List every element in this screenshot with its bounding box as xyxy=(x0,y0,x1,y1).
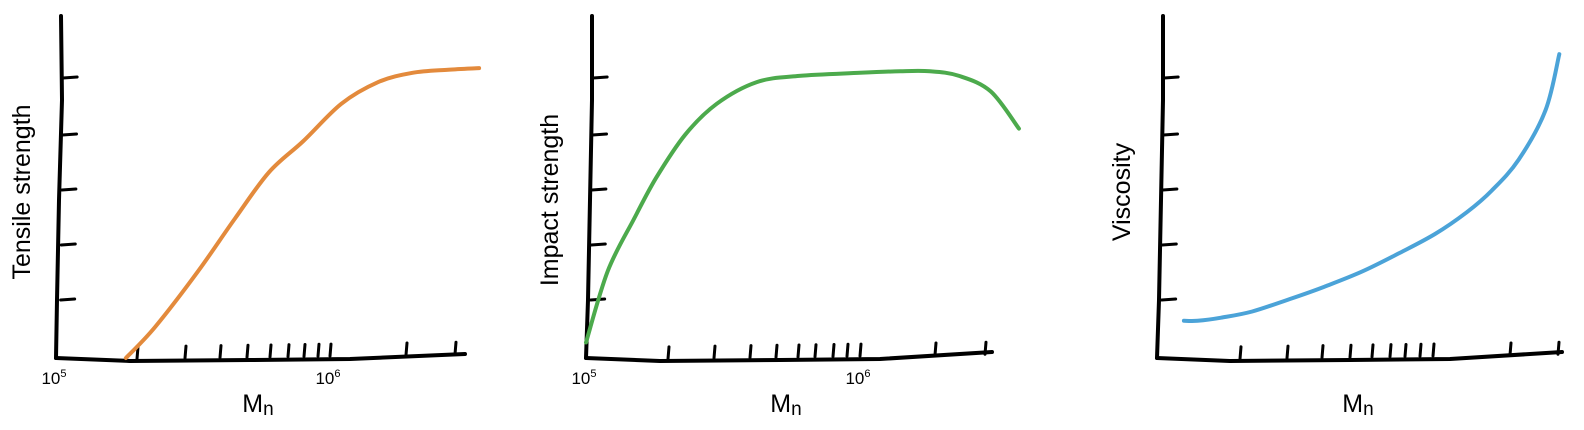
x-tick xyxy=(933,341,938,357)
chart-panel-viscosity: MnMn Viscosity xyxy=(1108,14,1564,420)
x-axis-title-sub: n xyxy=(263,399,274,420)
x-tick xyxy=(135,345,140,361)
y-ticks xyxy=(59,75,79,302)
y-tick xyxy=(1160,297,1178,302)
x-axis-title: MnMn xyxy=(1342,390,1373,420)
x-axis-title-m: M xyxy=(1342,390,1363,418)
x-axis-line xyxy=(54,352,467,363)
y-tick xyxy=(60,187,78,192)
x-tick xyxy=(1238,345,1243,361)
y-axis-line xyxy=(54,14,64,360)
series-group xyxy=(123,66,482,360)
x-tick-label-exp: 5 xyxy=(60,368,66,380)
x-axis-title: MnMn xyxy=(770,390,801,420)
x-tick-label-exp: 6 xyxy=(864,368,870,380)
x-axis-line xyxy=(1155,350,1564,363)
x-tick-label-exp: 6 xyxy=(334,368,340,380)
series-line xyxy=(123,66,482,360)
y-axis-line xyxy=(1155,14,1165,360)
x-tick-label-base: 10 xyxy=(571,369,590,388)
series-group xyxy=(584,68,1021,345)
x-tick xyxy=(1403,342,1408,358)
x-axis-line xyxy=(584,350,994,363)
x-tick-label: 105 xyxy=(41,368,66,388)
y-tick xyxy=(589,242,607,247)
y-tick xyxy=(1161,187,1179,192)
series-group xyxy=(1181,52,1562,324)
x-ticks xyxy=(135,340,458,361)
x-axis-title-sub: n xyxy=(791,399,802,420)
x-tick xyxy=(712,344,717,360)
x-tick xyxy=(1431,342,1436,358)
x-tick xyxy=(748,344,753,360)
y-tick xyxy=(59,297,77,302)
x-tick-labels: 105 106 xyxy=(41,368,340,388)
x-tick xyxy=(404,341,409,357)
y-tick xyxy=(59,242,77,247)
x-tick xyxy=(218,344,223,360)
y-tick xyxy=(1160,242,1178,247)
x-tick xyxy=(286,343,291,359)
y-axis-title: Viscosity xyxy=(1108,142,1136,241)
x-tick xyxy=(796,343,801,359)
x-axis-title-sub: n xyxy=(1363,399,1374,420)
x-tick xyxy=(1418,342,1423,358)
x-tick-label-base: 10 xyxy=(315,369,334,388)
x-ticks xyxy=(666,340,988,361)
y-tick xyxy=(590,132,608,137)
x-tick-label-base: 10 xyxy=(41,369,60,388)
x-tick xyxy=(1388,343,1393,359)
y-tick xyxy=(1161,132,1179,137)
x-tick-label-base: 10 xyxy=(845,369,864,388)
x-tick-label: 105 xyxy=(571,368,596,388)
x-tick xyxy=(328,342,333,358)
x-tick-label: 106 xyxy=(315,368,340,388)
x-tick xyxy=(858,342,863,358)
x-axis-title: MnMn xyxy=(242,390,273,420)
x-tick xyxy=(845,342,850,358)
x-tick xyxy=(1556,340,1561,356)
x-tick xyxy=(302,342,307,358)
x-tick-label-exp: 5 xyxy=(590,368,596,380)
x-tick-labels: 105 106 xyxy=(571,368,870,388)
x-tick xyxy=(831,342,836,358)
y-tick xyxy=(590,187,608,192)
x-tick xyxy=(1348,343,1353,359)
x-tick-label: 106 xyxy=(845,368,870,388)
x-tick xyxy=(316,342,321,358)
x-tick xyxy=(1370,343,1375,359)
x-ticks xyxy=(1238,340,1561,361)
y-axis-title: Tensile strength xyxy=(8,104,36,279)
x-tick xyxy=(983,340,988,356)
y-tick xyxy=(60,132,78,137)
x-tick xyxy=(453,340,458,356)
x-axis-title-m: M xyxy=(242,390,263,418)
x-tick xyxy=(1320,344,1325,360)
x-axis-title-m: M xyxy=(770,390,791,418)
x-tick xyxy=(1508,341,1513,357)
y-ticks xyxy=(1160,75,1180,302)
x-tick xyxy=(813,343,818,359)
y-axis-title: Impact strength xyxy=(536,114,564,286)
y-axis-line xyxy=(584,14,594,360)
x-tick xyxy=(1285,344,1290,360)
series-line xyxy=(1181,52,1562,324)
x-tick xyxy=(245,343,250,359)
x-tick xyxy=(268,343,273,359)
y-tick xyxy=(61,75,79,80)
series-line xyxy=(584,68,1021,345)
y-tick xyxy=(1162,75,1180,80)
y-tick xyxy=(591,75,609,80)
x-tick xyxy=(774,343,779,359)
x-tick xyxy=(183,344,188,360)
x-tick xyxy=(666,345,671,361)
